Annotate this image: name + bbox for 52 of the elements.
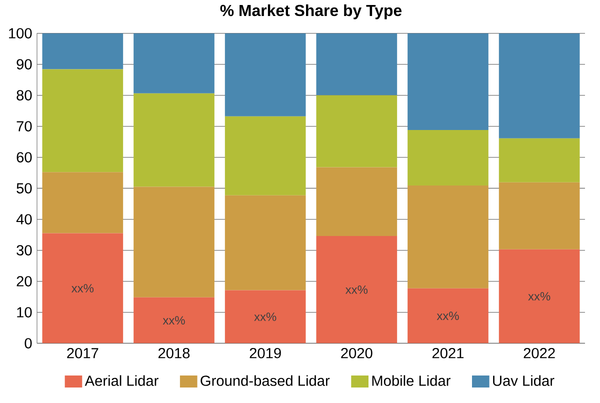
bar: [408, 288, 488, 344]
x-tick-label: 2018: [158, 348, 190, 358]
data-label: xx%: [528, 292, 550, 300]
data-label: xx%: [72, 284, 94, 292]
legend-label: Uav Lidar: [493, 375, 554, 386]
bar: [134, 93, 214, 187]
y-tick-label: 50: [16, 182, 32, 194]
y-tick-label: 30: [16, 244, 32, 256]
bar: [408, 33, 488, 130]
bar: [224, 195, 306, 290]
x-tick-label: 2020: [341, 348, 372, 358]
bar: [224, 116, 306, 196]
bar: [408, 130, 488, 186]
bar: [42, 33, 124, 70]
bar: [408, 185, 488, 288]
y-tick-label: 0: [24, 338, 32, 348]
bar: [42, 233, 124, 344]
x-tick-label: 2019: [250, 348, 281, 358]
y-tick-label: 90: [16, 58, 32, 70]
bar: [42, 69, 124, 172]
data-label: xx%: [346, 285, 368, 294]
x-tick-label: 2021: [432, 348, 464, 358]
x-tick-label: 2022: [524, 348, 555, 358]
y-tick-label: 10: [17, 306, 32, 318]
x-tick-label: 2017: [67, 348, 98, 358]
bar: [224, 290, 306, 344]
data-label: xx%: [162, 316, 185, 324]
y-tick-label: 100: [9, 28, 32, 38]
y-tick-label: 20: [16, 276, 32, 286]
bar: [316, 167, 398, 236]
bar: [134, 297, 214, 344]
bar: [498, 249, 580, 344]
y-tick-label: 80: [16, 90, 32, 100]
data-label: xx%: [436, 312, 459, 320]
bar: [134, 186, 214, 298]
chart-title: % Market Share by Type: [220, 4, 402, 20]
bar: [498, 138, 580, 182]
y-tick-label: 70: [16, 120, 32, 132]
bar: [316, 95, 398, 168]
legend-label: Mobile Lidar: [372, 375, 450, 386]
bar: [42, 172, 124, 234]
y-tick-label: 40: [16, 214, 32, 224]
bar: [316, 33, 398, 96]
data-label: xx%: [254, 312, 276, 321]
legend-label: Ground-based Lidar: [200, 375, 330, 386]
bar: [498, 182, 580, 250]
y-tick-label: 60: [16, 152, 32, 162]
bar: [316, 236, 398, 344]
bar: [134, 33, 214, 94]
bar: [498, 33, 580, 138]
bar: [224, 33, 306, 116]
legend-label: Aerial Lidar: [84, 375, 158, 386]
